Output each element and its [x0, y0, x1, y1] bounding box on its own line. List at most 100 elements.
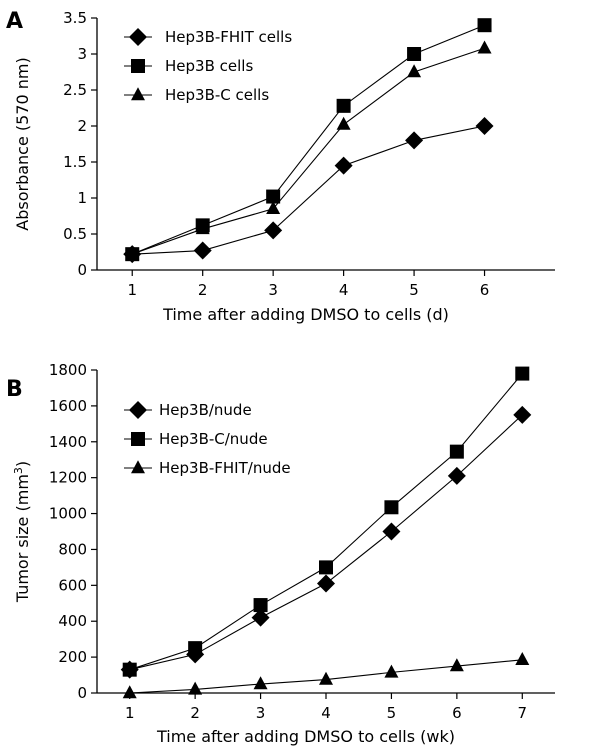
panel-a-legend-label: Hep3B cells	[165, 57, 253, 75]
panel-a-x-tick-label: 1	[127, 281, 137, 299]
panel-a-y-tick-label: 3.5	[63, 9, 87, 27]
panel-a-y-axis-label: Absorbance (570 nm)	[13, 57, 32, 230]
panel-b-y-tick-label: 1800	[49, 361, 87, 379]
panel-a-x-tick-label: 3	[268, 281, 278, 299]
panel-b-y-tick-label: 1400	[49, 433, 87, 451]
panel-b-legend-marker	[129, 401, 147, 419]
panel-b-data-point	[515, 366, 530, 381]
panel-a-data-point	[336, 98, 351, 113]
panel-b-legend-item: Hep3B/nude	[124, 401, 252, 419]
panel-b-x-tick-label: 1	[125, 704, 135, 722]
panel-a-y-tick-label: 0	[77, 261, 87, 279]
panel-a-legend-marker	[129, 28, 147, 46]
panel-a-x-tick-label: 4	[339, 281, 349, 299]
panel-b-data-point	[317, 574, 335, 593]
panel-a-data-point	[195, 221, 210, 235]
panel-b-x-tick-label: 2	[190, 704, 200, 722]
panel-a-data-point	[193, 241, 212, 260]
panel-a-legend-marker	[131, 87, 145, 101]
panel-b-series-triangle	[122, 652, 530, 699]
panel-a-data-point	[266, 201, 281, 214]
panel-a-data-point	[405, 131, 424, 150]
panel-b-legend-label: Hep3B-C/nude	[159, 430, 268, 448]
panel-a-x-tick-label: 2	[198, 281, 208, 299]
panel-b-letter: B	[6, 377, 23, 402]
panel-a-data-point	[336, 116, 351, 130]
panel-a-y-tick-label: 0.5	[63, 225, 87, 243]
panel-b-x-tick-label: 3	[256, 704, 266, 722]
panel-b-x-tick-label: 5	[387, 704, 397, 722]
panel-a-data-point	[477, 18, 492, 33]
panel-b-y-tick-label: 400	[58, 612, 87, 630]
panel-b-data-point	[188, 681, 203, 695]
panel-a-legend-label: Hep3B-C cells	[165, 86, 269, 104]
panel-b-legend-item: Hep3B-C/nude	[124, 430, 268, 448]
panel-b-y-axis-label-main: Tumor size (mm	[13, 474, 32, 603]
panel-a-series-square	[125, 18, 492, 262]
panel-a-legend-label: Hep3B-FHIT cells	[165, 28, 292, 46]
panel-b-legend-marker	[131, 460, 145, 474]
panel-b-data-point	[515, 652, 530, 666]
panel-a-letter: A	[6, 9, 23, 34]
panel-a-data-point	[125, 246, 140, 260]
panel-b-data-point	[382, 522, 401, 541]
panel-b-data-point	[447, 466, 466, 485]
panel-a-y-tick-label: 1	[77, 189, 87, 207]
panel-b-legend-item: Hep3B-FHIT/nude	[124, 459, 291, 477]
panel-b-y-axis-label-end: )	[13, 461, 32, 467]
panel-b-y-tick-label: 0	[77, 684, 87, 702]
panel-a-data-point	[477, 40, 492, 54]
panel-a-x-tick-label: 5	[409, 281, 419, 299]
panel-b-legend-label: Hep3B-FHIT/nude	[159, 459, 291, 477]
panel-a-x-axis-label: Time after adding DMSO to cells (d)	[162, 305, 449, 324]
panel-b-y-axis-label: Tumor size (mm3)	[12, 461, 32, 603]
panel-a-legend-item: Hep3B cells	[124, 57, 253, 75]
panel-b-y-tick-label: 200	[58, 648, 87, 666]
panel-b-data-point	[251, 608, 270, 627]
panel-b-data-point	[449, 444, 464, 459]
panel-b-legend-label: Hep3B/nude	[159, 401, 252, 419]
panel-b-data-point	[253, 676, 268, 690]
panel-a-legend-item: Hep3B-C cells	[124, 86, 269, 104]
panel-a-chart: A 0 0.5 1 1.5 2 2.5 3 3.5 1 2 3 4 5 6 Time after addin…	[6, 9, 555, 324]
panel-b-y-axis-label-sup: 3	[12, 467, 25, 474]
panel-b-y-tick-label: 600	[58, 576, 87, 594]
panel-b-y-tick-label: 1600	[49, 397, 87, 415]
panel-a-series-line	[132, 125, 485, 255]
panel-b-x-tick-label: 4	[321, 704, 331, 722]
panel-a-series-triangle	[125, 40, 492, 260]
panel-b-data-point	[449, 658, 464, 672]
panel-a-series-line	[132, 24, 485, 255]
panel-a-data-point	[407, 64, 422, 78]
panel-b-data-point	[384, 500, 399, 515]
panel-b-chart: B 0 200 400 600 800 1000 1200 1400 1600 1800 1 2 3 4 5…	[6, 361, 555, 746]
panel-b-y-tick-label: 800	[58, 540, 87, 558]
panel-a-y-tick-label: 2	[77, 117, 87, 135]
panel-b-legend-marker	[131, 432, 145, 446]
panel-b-data-point	[319, 671, 333, 685]
panel-b-data-point	[384, 664, 399, 678]
panel-b-data-point	[188, 641, 203, 656]
panel-a-data-point	[334, 156, 353, 175]
panel-b-data-point	[319, 560, 333, 575]
panel-a-y-tick-label: 3	[77, 45, 87, 63]
panel-a-series-diamond	[123, 117, 494, 264]
panel-a-data-point	[475, 117, 494, 135]
panel-b-y-tick-label: 1200	[49, 469, 87, 487]
panel-a-data-point	[266, 189, 281, 204]
panel-b-x-tick-label: 6	[452, 704, 462, 722]
panel-a-x-tick-label: 6	[480, 281, 490, 299]
panel-b-series-square	[122, 366, 530, 677]
panel-b-data-point	[253, 598, 268, 613]
panel-b-x-axis-label: Time after adding DMSO to cells (wk)	[156, 727, 455, 746]
panel-a-series-line	[132, 47, 485, 255]
panel-a-y-tick-label: 1.5	[63, 153, 87, 171]
panel-b-x-tick-label: 7	[518, 704, 528, 722]
panel-b-data-point	[122, 685, 137, 699]
panel-b-y-tick-label: 1000	[49, 505, 87, 523]
panel-a-data-point	[264, 221, 283, 240]
panel-a-legend-item: Hep3B-FHIT cells	[124, 28, 292, 46]
panel-b-data-point	[513, 405, 532, 424]
panel-b-data-point	[122, 662, 137, 677]
